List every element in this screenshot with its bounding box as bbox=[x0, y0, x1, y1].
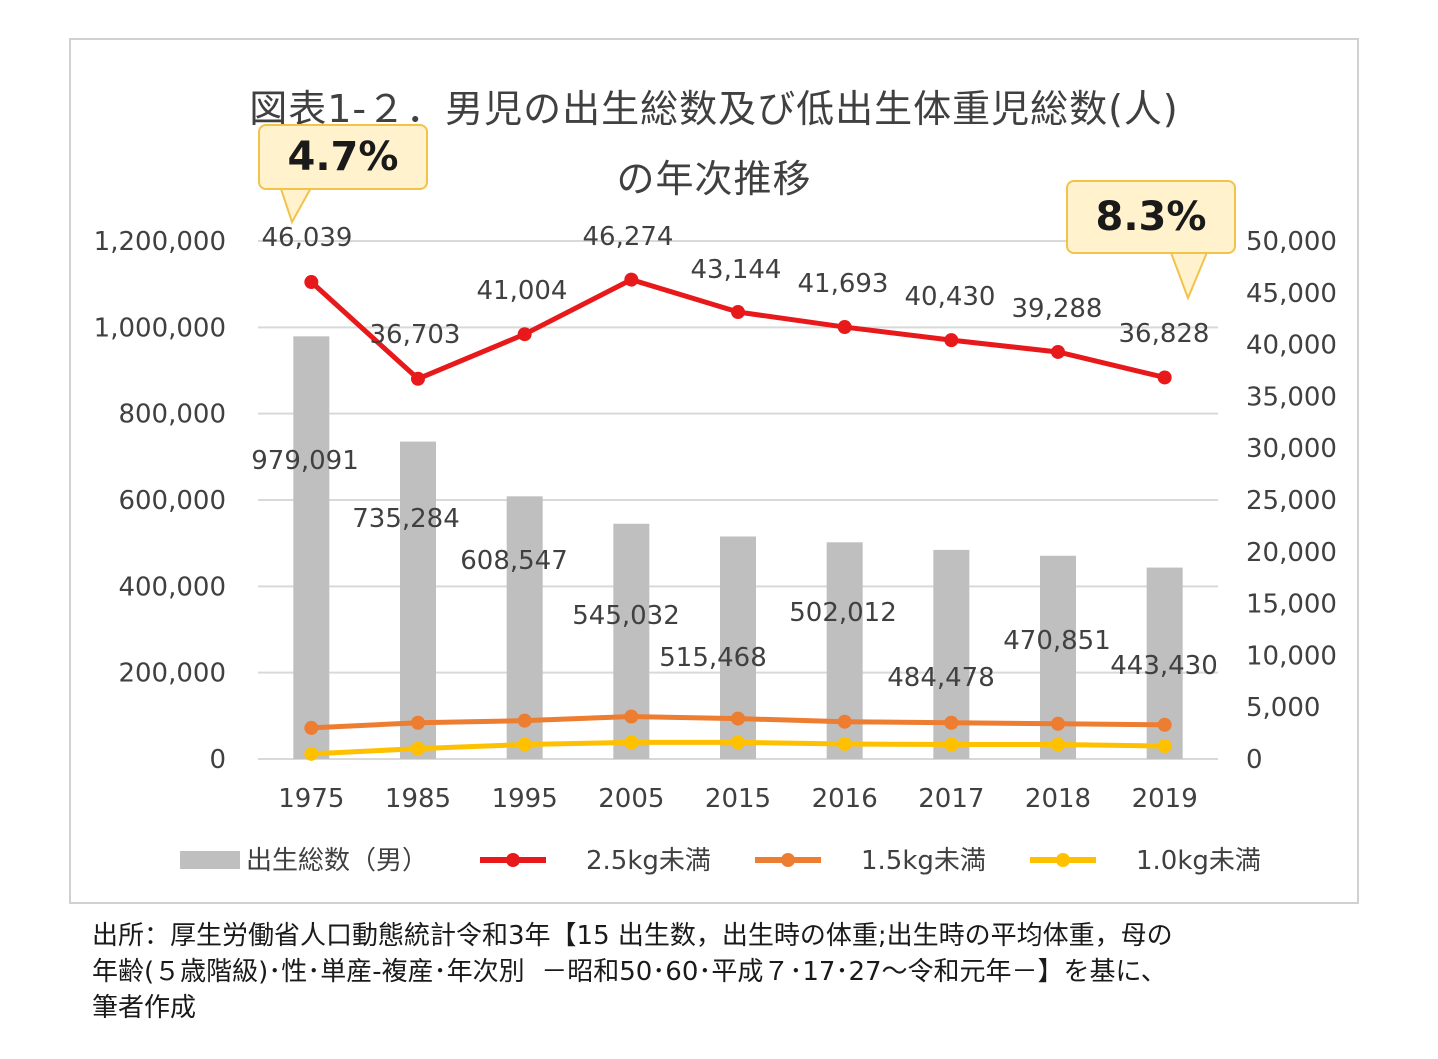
x-tick-label: 2015 bbox=[705, 784, 771, 814]
y-left-tick-label: 600,000 bbox=[118, 486, 226, 516]
x-tick-label: 2017 bbox=[918, 784, 984, 814]
line-point bbox=[411, 715, 425, 730]
line-point bbox=[304, 746, 319, 761]
line-point bbox=[1157, 739, 1172, 754]
x-tick-label: 1975 bbox=[278, 784, 344, 814]
line-point bbox=[624, 709, 639, 724]
legend-label: 1.0kg未満 bbox=[1136, 846, 1261, 876]
source-line-3: 筆者作成 bbox=[92, 993, 197, 1023]
line-point bbox=[731, 305, 745, 320]
x-tick-label: 1995 bbox=[492, 784, 558, 814]
x-tick-label: 2019 bbox=[1132, 784, 1198, 814]
y-right-tick-label: 5,000 bbox=[1246, 693, 1320, 723]
source-line-2: 年齢(５歳階級)･性･単産-複産･年次別 －昭和50･60･平成７･17･27～… bbox=[92, 957, 1167, 987]
line-data-label: 36,703 bbox=[370, 320, 461, 350]
line-data-label: 46,039 bbox=[262, 223, 353, 253]
line-data-label: 41,004 bbox=[477, 276, 568, 306]
bar-data-label: 979,091 bbox=[251, 446, 359, 476]
line-point bbox=[1051, 344, 1065, 359]
y-right-tick-label: 0 bbox=[1246, 745, 1263, 775]
line-data-label: 40,430 bbox=[905, 282, 996, 312]
x-tick-label: 2018 bbox=[1025, 784, 1091, 814]
line-point bbox=[837, 736, 852, 751]
bar-data-label: 470,851 bbox=[1003, 626, 1111, 656]
legend-marker bbox=[506, 853, 520, 867]
line-point bbox=[1051, 737, 1065, 752]
line-point bbox=[837, 714, 852, 729]
legend-label: 1.5kg未満 bbox=[861, 846, 986, 876]
y-right-tick-label: 15,000 bbox=[1246, 590, 1337, 620]
line-point bbox=[411, 371, 425, 386]
legend-label: 出生総数（男） bbox=[246, 846, 428, 876]
y-right-tick-label: 25,000 bbox=[1246, 486, 1337, 516]
line-data-label: 41,693 bbox=[798, 269, 889, 299]
line-point bbox=[1157, 370, 1172, 385]
legend-marker bbox=[781, 853, 795, 867]
bar-data-label: 515,468 bbox=[659, 643, 767, 673]
line-point bbox=[517, 713, 532, 728]
callout-right-pointer bbox=[1168, 249, 1210, 301]
y-left-tick-label: 1,200,000 bbox=[94, 227, 226, 257]
y-right-tick-label: 50,000 bbox=[1246, 227, 1337, 257]
line-point bbox=[517, 737, 532, 752]
y-left-tick-label: 400,000 bbox=[118, 572, 226, 602]
bar-data-label: 502,012 bbox=[789, 598, 897, 628]
callout-left: 4.7% bbox=[258, 124, 428, 190]
line-point bbox=[944, 715, 959, 730]
x-tick-label: 1985 bbox=[385, 784, 451, 814]
x-tick-label: 2005 bbox=[598, 784, 664, 814]
source-line-1: 出所：厚生労働省人口動態統計令和3年【15 出生数，出生時の体重;出生時の平均体… bbox=[92, 921, 1173, 951]
legend-swatch bbox=[180, 851, 240, 869]
x-tick-label: 2016 bbox=[812, 784, 878, 814]
line-point bbox=[837, 320, 852, 335]
line-point bbox=[944, 737, 959, 752]
bar-data-label: 735,284 bbox=[352, 504, 460, 534]
y-left-tick-label: 200,000 bbox=[118, 659, 226, 689]
line-data-label: 46,274 bbox=[583, 222, 674, 252]
callout-right: 8.3% bbox=[1066, 180, 1236, 254]
bar bbox=[400, 441, 436, 759]
legend-label: 2.5kg未満 bbox=[586, 846, 711, 876]
bar-data-label: 484,478 bbox=[887, 663, 995, 693]
y-right-tick-label: 10,000 bbox=[1246, 641, 1337, 671]
line-data-label: 39,288 bbox=[1012, 294, 1103, 324]
line-point bbox=[731, 735, 745, 750]
line-point bbox=[731, 711, 745, 726]
y-right-tick-label: 35,000 bbox=[1246, 382, 1337, 412]
line-point bbox=[304, 275, 319, 290]
bar-data-label: 443,430 bbox=[1110, 651, 1218, 681]
line-point bbox=[411, 741, 425, 756]
source-note: 出所：厚生労働省人口動態統計令和3年【15 出生数，出生時の体重;出生時の平均体… bbox=[92, 918, 1382, 1026]
line-data-label: 36,828 bbox=[1119, 319, 1210, 349]
line-point bbox=[624, 272, 639, 287]
line-point bbox=[1157, 717, 1172, 732]
line-point bbox=[304, 720, 319, 735]
y-right-tick-label: 45,000 bbox=[1246, 279, 1337, 309]
bar-data-label: 545,032 bbox=[572, 601, 680, 631]
line-point bbox=[1051, 716, 1065, 731]
y-right-tick-label: 20,000 bbox=[1246, 538, 1337, 568]
y-left-tick-label: 800,000 bbox=[118, 400, 226, 430]
line-point bbox=[624, 735, 639, 750]
line-point bbox=[517, 327, 532, 342]
chart-title-line1: 図表1-２．男児の出生総数及び低出生体重児総数(人) bbox=[249, 87, 1179, 131]
bar bbox=[613, 523, 650, 759]
legend-marker bbox=[1056, 853, 1070, 867]
chart-title-line2: の年次推移 bbox=[616, 157, 812, 201]
y-left-tick-label: 1,000,000 bbox=[94, 313, 226, 343]
bar bbox=[293, 336, 330, 759]
line-point bbox=[944, 333, 959, 348]
bar-data-label: 608,547 bbox=[460, 546, 568, 576]
line-data-label: 43,144 bbox=[691, 255, 782, 285]
y-left-tick-label: 0 bbox=[209, 745, 226, 775]
y-right-tick-label: 30,000 bbox=[1246, 434, 1337, 464]
y-right-tick-label: 40,000 bbox=[1246, 331, 1337, 361]
